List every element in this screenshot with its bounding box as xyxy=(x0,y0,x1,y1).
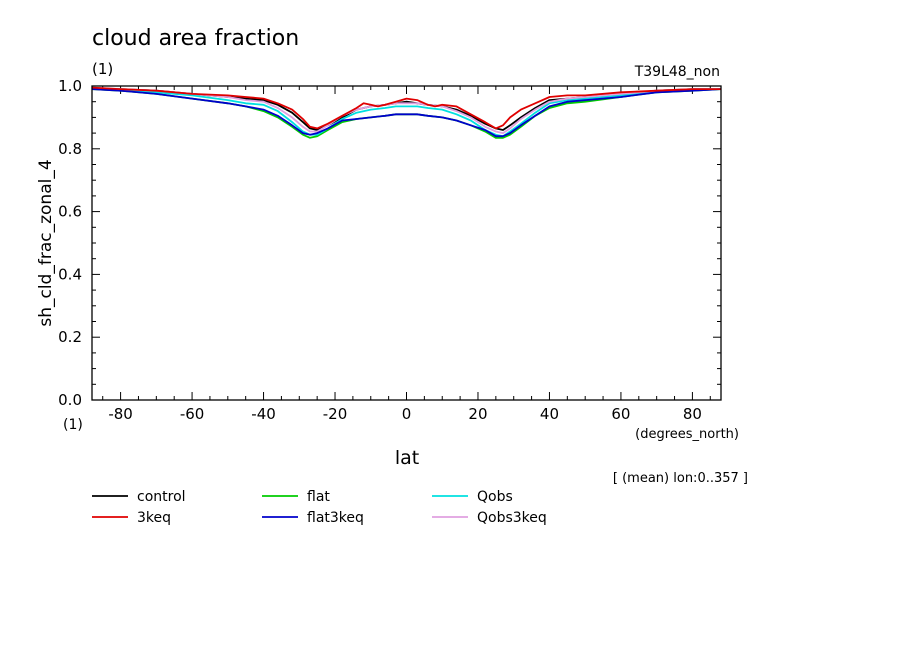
series-lines xyxy=(91,86,722,139)
title-units: (1) xyxy=(92,60,113,78)
x-tick-label: 80 xyxy=(683,405,702,423)
y-axis-label: sh_cld_frac_zonal_4 xyxy=(36,159,56,326)
legend-label: flat3keq xyxy=(307,510,364,526)
legend-label: flat xyxy=(307,489,330,505)
x-tick-label: 60 xyxy=(611,405,630,423)
series-line-flat3keq xyxy=(91,88,722,138)
x-tick-label: 0 xyxy=(402,405,412,423)
series-line-3keq xyxy=(91,86,721,130)
legend-label: control xyxy=(137,489,186,505)
y-tick-label: 0.8 xyxy=(58,140,82,158)
plot-frame xyxy=(91,85,722,401)
y-axis-units: (1) xyxy=(63,417,83,433)
y-tick-label: 0.4 xyxy=(58,265,82,283)
x-axis-label: lat xyxy=(395,447,419,469)
legend-label: Qobs xyxy=(477,489,513,505)
series-line-qobs3keq xyxy=(91,86,721,135)
x-tick-label: 40 xyxy=(540,405,559,423)
x-tick-labels: -80 -60 -40 -20 0 20 40 60 80 xyxy=(108,405,702,423)
legend-label: Qobs3keq xyxy=(477,510,547,526)
y-tick-label: 0.6 xyxy=(58,203,82,221)
run-label: T39L48_non xyxy=(634,64,720,80)
x-tick-label: -40 xyxy=(251,405,276,423)
x-axis-units: (degrees_north) xyxy=(635,427,739,442)
x-tick-label: -20 xyxy=(323,405,348,423)
x-tick-label: -80 xyxy=(108,405,133,423)
mean-note: [ (mean) lon:0..357 ] xyxy=(613,471,748,486)
y-tick-label: 0.0 xyxy=(58,391,82,409)
y-tick-labels: 0.0 0.2 0.4 0.6 0.8 1.0 xyxy=(58,77,82,409)
x-tick-label: -60 xyxy=(180,405,205,423)
series-line-control xyxy=(92,88,721,131)
legend-label: 3keq xyxy=(137,510,171,526)
y-tick-label: 1.0 xyxy=(58,77,82,95)
chart-title: cloud area fraction xyxy=(92,26,299,51)
x-tick-label: 20 xyxy=(468,405,487,423)
y-tick-label: 0.2 xyxy=(58,328,82,346)
series-line-qobs xyxy=(92,88,721,138)
legend: control 3keq flat flat3keq Qobs Qobs3keq xyxy=(92,489,547,526)
axis-ticks xyxy=(92,86,721,400)
